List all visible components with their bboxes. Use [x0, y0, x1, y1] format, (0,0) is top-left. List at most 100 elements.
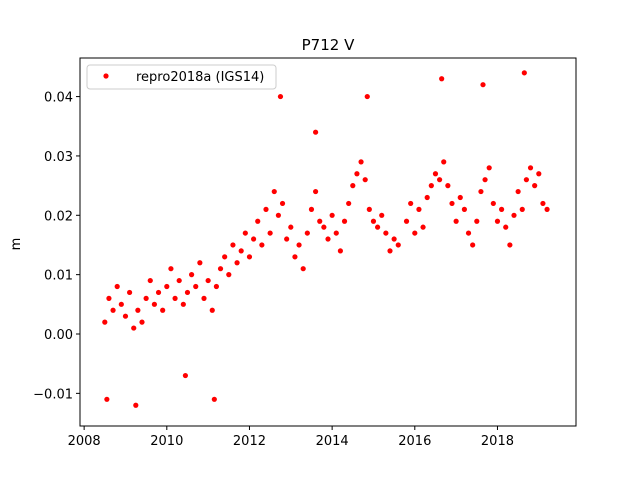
data-point	[160, 307, 166, 313]
plot-frame	[79, 57, 577, 427]
data-point	[104, 396, 110, 402]
data-point	[420, 224, 426, 230]
y-tick-label: −0.01	[33, 387, 73, 402]
data-point	[428, 183, 434, 189]
data-point	[503, 224, 509, 230]
data-point	[540, 200, 546, 207]
data-point	[168, 266, 174, 272]
data-point	[337, 248, 343, 254]
data-point	[478, 188, 484, 195]
data-point	[521, 70, 527, 76]
data-point	[474, 218, 480, 224]
data-point	[544, 206, 550, 212]
data-point	[284, 236, 290, 242]
data-point	[238, 248, 244, 254]
data-point	[106, 295, 112, 301]
data-point	[102, 319, 108, 325]
data-point	[259, 242, 265, 248]
data-point	[511, 212, 517, 218]
data-point	[317, 218, 323, 224]
data-point	[391, 236, 397, 242]
data-point	[333, 230, 339, 236]
data-point	[304, 230, 310, 236]
y-tick-label: 0.02	[44, 209, 73, 224]
data-point	[226, 272, 232, 278]
data-point	[110, 307, 116, 313]
x-tick-label: 2018	[481, 434, 514, 449]
data-point	[341, 218, 348, 224]
data-point	[532, 183, 538, 189]
x-tick-label: 2016	[398, 434, 431, 449]
data-point	[527, 165, 534, 171]
data-point	[482, 177, 488, 183]
data-point	[395, 242, 401, 248]
data-point	[439, 76, 445, 82]
data-point	[147, 277, 153, 284]
data-point	[408, 200, 414, 207]
data-point	[383, 230, 389, 236]
data-point	[364, 93, 370, 100]
data-point	[379, 212, 385, 218]
data-point	[308, 206, 315, 212]
data-point	[246, 254, 253, 260]
data-point	[176, 277, 182, 284]
data-point	[182, 372, 188, 379]
data-point	[461, 206, 467, 212]
data-point	[234, 260, 240, 266]
y-tick-label: 0.01	[44, 269, 73, 284]
data-point	[135, 307, 141, 313]
data-point	[536, 171, 542, 177]
data-point	[416, 206, 422, 212]
y-tick-label: 0.00	[44, 328, 73, 343]
data-point	[127, 289, 133, 296]
data-point	[217, 266, 224, 272]
data-point	[300, 266, 306, 272]
data-point	[313, 129, 319, 135]
data-point	[201, 295, 207, 301]
data-point	[197, 260, 203, 266]
chart-title: P712 V	[302, 36, 355, 54]
x-axis: 2008 2010 2012 2014 2016 2018	[68, 426, 514, 449]
data-point	[205, 277, 211, 284]
data-point	[271, 188, 277, 195]
legend-box	[86, 64, 277, 90]
data-point	[358, 159, 364, 165]
data-point	[457, 194, 463, 201]
data-point	[279, 200, 286, 207]
data-point	[412, 230, 418, 236]
data-point	[424, 194, 430, 201]
data-point	[515, 188, 521, 195]
data-point	[143, 295, 149, 301]
data-point	[131, 325, 137, 331]
data-point	[211, 396, 217, 402]
data-point	[346, 200, 352, 207]
x-tick-label: 2012	[233, 434, 266, 449]
scatter-points	[102, 70, 550, 408]
data-point	[133, 402, 139, 408]
data-point	[375, 224, 381, 230]
data-point	[255, 218, 261, 224]
data-point	[213, 283, 219, 290]
data-point	[507, 242, 513, 248]
data-point	[277, 93, 284, 100]
data-point	[164, 283, 170, 290]
data-point	[441, 159, 447, 165]
data-point	[453, 218, 459, 224]
data-point	[432, 171, 439, 177]
data-point	[118, 301, 124, 307]
data-point	[329, 212, 335, 218]
legend: repro2018a (IGS14)	[86, 64, 277, 90]
data-point	[370, 218, 377, 224]
data-point	[172, 295, 178, 301]
data-point	[437, 177, 443, 183]
data-point	[313, 188, 319, 195]
x-tick-label: 2008	[68, 434, 101, 449]
data-point	[350, 183, 356, 189]
data-point	[486, 165, 492, 171]
data-point	[499, 206, 505, 212]
y-axis: −0.01 0.00 0.01 0.02 0.03 0.04	[33, 91, 80, 402]
data-point	[470, 242, 476, 248]
data-point	[449, 200, 455, 207]
data-point	[325, 236, 331, 242]
